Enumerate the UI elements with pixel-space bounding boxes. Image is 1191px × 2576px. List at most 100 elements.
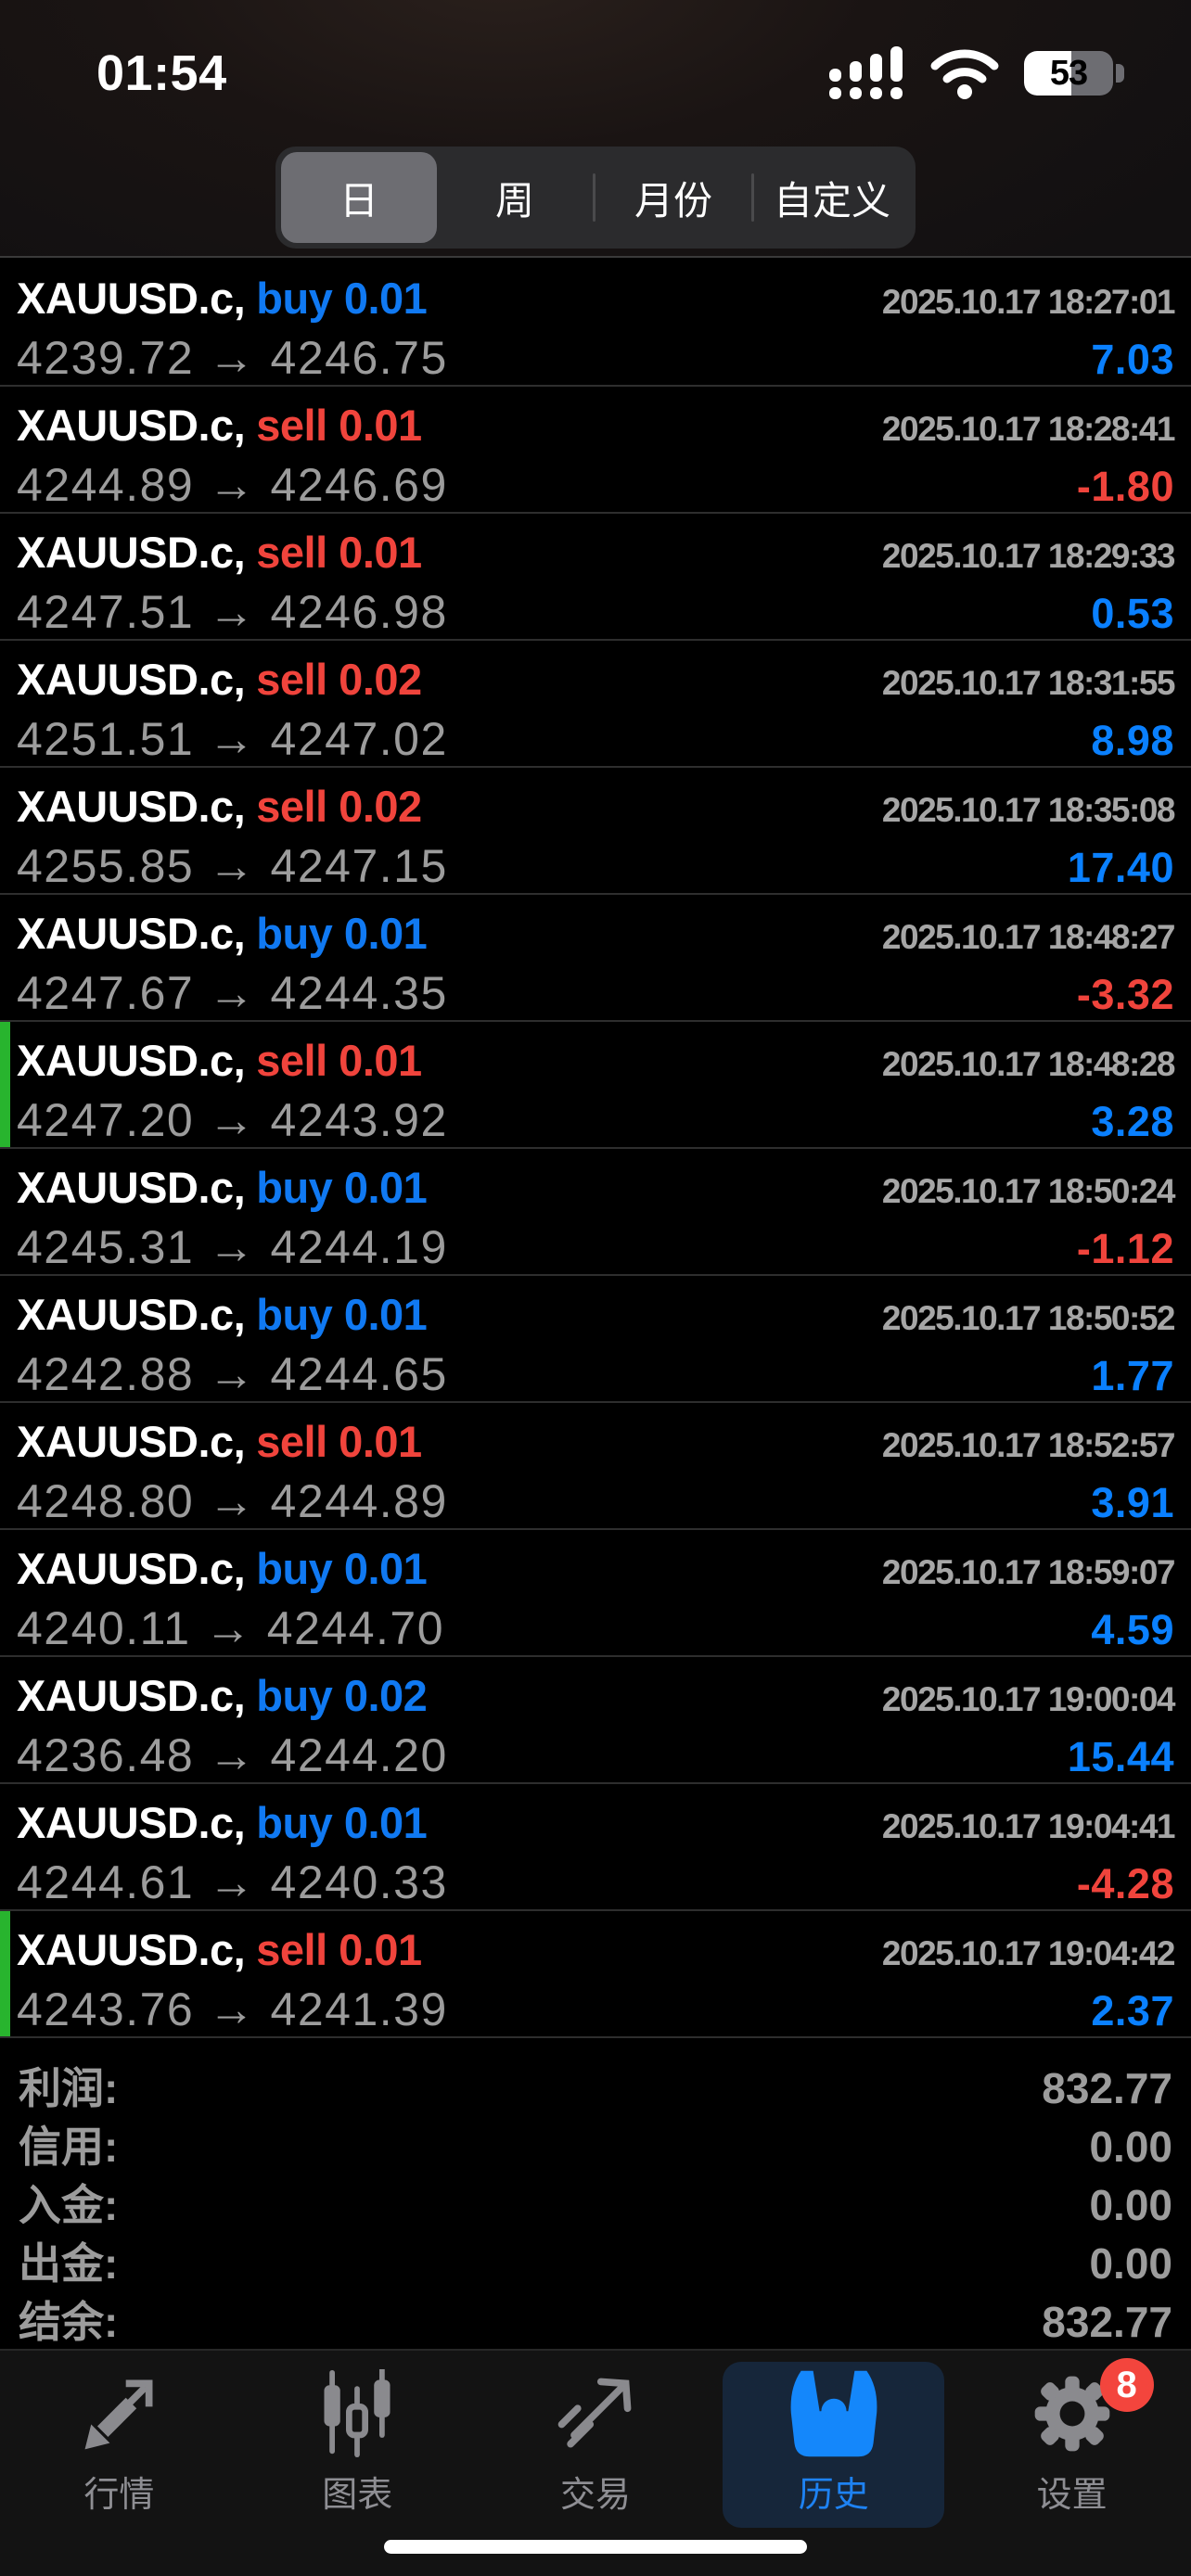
status-bar: 01:54 xyxy=(0,41,1191,106)
trade-side: buy 0.01 xyxy=(256,274,428,323)
trade-symbol: XAUUSD.c, xyxy=(17,1671,246,1720)
period-segment[interactable]: 周 xyxy=(494,178,534,223)
battery-fill xyxy=(1024,51,1071,96)
trade-prices: 4245.31 → 4244.19 xyxy=(17,1221,448,1273)
trade-row[interactable]: XAUUSD.c, buy 0.01 2025.10.17 18:59:07 42… xyxy=(0,1530,1191,1657)
trade-timestamp: 2025.10.17 19:00:04 xyxy=(881,1680,1176,1718)
trade-profit: 8.98 xyxy=(1091,717,1174,764)
trade-title: XAUUSD.c, buy 0.01 xyxy=(17,908,428,959)
trade-side: buy 0.01 xyxy=(256,1163,428,1212)
trade-prices: 4243.76 → 4241.39 xyxy=(17,1983,448,2035)
summary-value: 0.00 xyxy=(1089,2123,1172,2171)
period-segment[interactable]: 日 xyxy=(281,152,437,243)
trade-symbol: XAUUSD.c, xyxy=(17,1290,246,1339)
trade-row[interactable]: XAUUSD.c, buy 0.02 2025.10.17 19:00:04 42… xyxy=(0,1657,1191,1784)
trade-symbol: XAUUSD.c, xyxy=(17,1798,246,1847)
trade-timestamp: 2025.10.17 18:31:55 xyxy=(881,664,1176,702)
trade-side: sell 0.01 xyxy=(256,1417,422,1466)
trade-prices: 4244.89 → 4246.69 xyxy=(17,459,448,511)
trade-title: XAUUSD.c, sell 0.02 xyxy=(17,654,422,705)
settings-badge: 8 xyxy=(1099,2358,1154,2412)
trade-side: buy 0.01 xyxy=(256,1290,428,1339)
tab-charts[interactable]: 图表 xyxy=(247,2362,468,2528)
trade-timestamp: 2025.10.17 18:29:33 xyxy=(881,537,1176,575)
trade-title: XAUUSD.c, sell 0.02 xyxy=(17,781,422,832)
clock-text: 01:54 xyxy=(96,45,227,101)
trade-symbol: XAUUSD.c, xyxy=(17,782,246,831)
trade-title: XAUUSD.c, buy 0.01 xyxy=(17,273,428,324)
trade-prices: 4242.88 → 4244.65 xyxy=(17,1348,448,1400)
trade-row[interactable]: XAUUSD.c, buy 0.01 2025.10.17 18:48:27 42… xyxy=(0,895,1191,1022)
trade-row[interactable]: XAUUSD.c, sell 0.02 2025.10.17 18:35:08 4… xyxy=(0,768,1191,895)
tab-quotes[interactable]: 行情 xyxy=(8,2362,230,2528)
trade-title: XAUUSD.c, buy 0.01 xyxy=(17,1289,428,1340)
tab-settings[interactable]: 8 设置 xyxy=(961,2358,1183,2528)
segment-divider xyxy=(751,173,754,222)
summary-label: 信用: xyxy=(19,2123,119,2171)
trade-row[interactable]: XAUUSD.c, buy 0.01 2025.10.17 18:50:24 42… xyxy=(0,1149,1191,1276)
trade-profit: 3.28 xyxy=(1091,1098,1174,1145)
trade-row[interactable]: XAUUSD.c, sell 0.01 2025.10.17 19:04:42 4… xyxy=(0,1911,1191,2038)
tab-label: 设置 xyxy=(1036,2476,1108,2515)
summary-label: 入金: xyxy=(19,2181,119,2229)
trade-prices: 4247.20 → 4243.92 xyxy=(17,1094,448,1146)
trade-prices: 4248.80 → 4244.89 xyxy=(17,1475,448,1527)
trade-side: buy 0.02 xyxy=(256,1671,428,1720)
trade-symbol: XAUUSD.c, xyxy=(17,655,246,704)
tab-history[interactable]: 历史 xyxy=(723,2362,945,2528)
trade-row[interactable]: XAUUSD.c, sell 0.02 2025.10.17 18:31:55 4… xyxy=(0,641,1191,768)
trade-profit: 7.03 xyxy=(1091,336,1174,383)
trade-row[interactable]: XAUUSD.c, sell 0.01 2025.10.17 18:29:33 4… xyxy=(0,514,1191,641)
closed-by-marker xyxy=(0,1022,10,1147)
trade-symbol: XAUUSD.c, xyxy=(17,528,246,577)
charts-icon xyxy=(313,2369,402,2458)
quotes-icon xyxy=(74,2369,163,2458)
trade-row[interactable]: XAUUSD.c, buy 0.01 2025.10.17 18:27:01 42… xyxy=(0,260,1191,387)
status-icons: 53 xyxy=(827,46,1124,100)
summary-value: 0.00 xyxy=(1089,2181,1172,2229)
trade-prices: 4240.11 → 4244.70 xyxy=(17,1602,445,1654)
trade-timestamp: 2025.10.17 19:04:42 xyxy=(881,1934,1176,1972)
trade-profit: 1.77 xyxy=(1091,1352,1174,1399)
battery-cap xyxy=(1116,64,1124,83)
trade-row[interactable]: XAUUSD.c, sell 0.01 2025.10.17 18:28:41 4… xyxy=(0,387,1191,514)
summary-label: 出金: xyxy=(19,2239,119,2288)
period-segment[interactable]: 月份 xyxy=(634,178,712,223)
wifi-icon xyxy=(930,49,999,99)
trade-profit: 0.53 xyxy=(1091,590,1174,637)
trade-prices: 4247.51 → 4246.98 xyxy=(17,586,448,638)
trade-row[interactable]: XAUUSD.c, sell 0.01 2025.10.17 18:48:28 4… xyxy=(0,1022,1191,1149)
trade-title: XAUUSD.c, buy 0.01 xyxy=(17,1162,428,1213)
battery-percent: 53 xyxy=(1049,53,1088,93)
trade-row[interactable]: XAUUSD.c, buy 0.01 2025.10.17 18:50:52 42… xyxy=(0,1276,1191,1403)
history-list: XAUUSD.c, buy 0.01 2025.10.17 18:27:01 42… xyxy=(0,260,1191,2038)
trade-symbol: XAUUSD.c, xyxy=(17,1163,246,1212)
trade-timestamp: 2025.10.17 18:52:57 xyxy=(881,1426,1176,1464)
trade-side: sell 0.02 xyxy=(256,782,422,831)
tab-trade[interactable]: 交易 xyxy=(485,2362,707,2528)
trade-row[interactable]: XAUUSD.c, sell 0.01 2025.10.17 18:52:57 4… xyxy=(0,1403,1191,1530)
trade-title: XAUUSD.c, sell 0.01 xyxy=(17,1035,422,1086)
period-segment[interactable]: 自定义 xyxy=(773,178,890,223)
summary-label: 结余: xyxy=(19,2298,119,2346)
trade-row[interactable]: XAUUSD.c, buy 0.01 2025.10.17 19:04:41 42… xyxy=(0,1784,1191,1911)
trade-side: sell 0.01 xyxy=(256,1925,422,1974)
summary-row: 信用: 0.00 xyxy=(19,2113,1172,2172)
tab-label: 历史 xyxy=(798,2476,869,2515)
history-icon xyxy=(788,2369,880,2458)
trade-symbol: XAUUSD.c, xyxy=(17,1544,246,1593)
trade-title: XAUUSD.c, buy 0.02 xyxy=(17,1670,428,1721)
trade-title: XAUUSD.c, sell 0.01 xyxy=(17,1924,422,1975)
trade-timestamp: 2025.10.17 18:48:28 xyxy=(881,1045,1176,1083)
summary-row: 入金: 0.00 xyxy=(19,2172,1172,2230)
closed-by-marker xyxy=(0,1911,10,2036)
trade-prices: 4247.67 → 4244.35 xyxy=(17,967,448,1019)
home-indicator[interactable] xyxy=(384,2540,807,2554)
battery-icon: 53 xyxy=(1024,51,1124,96)
cellular-signal-icon xyxy=(829,46,903,99)
summary-row: 结余: 832.77 xyxy=(19,2289,1172,2347)
summary-label: 利润: xyxy=(19,2064,119,2112)
summary-value: 832.77 xyxy=(1042,2298,1172,2346)
account-summary: 利润: 832.77 信用: 0.00 入金: 0.00 出金: 0.00 结余… xyxy=(0,2040,1191,2347)
